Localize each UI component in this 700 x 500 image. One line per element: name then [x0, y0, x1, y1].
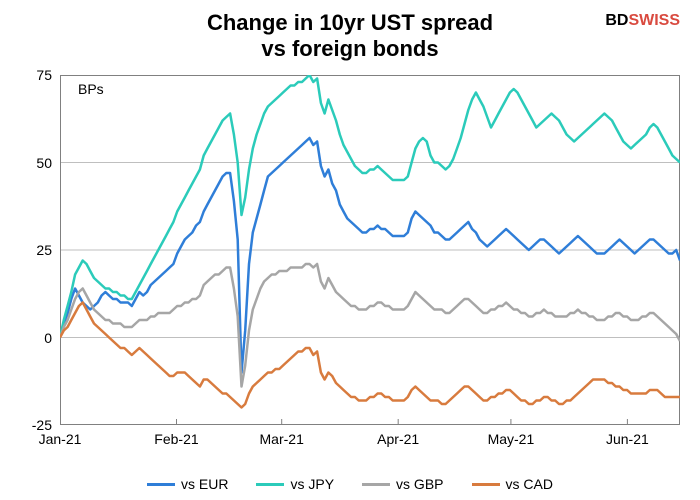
logo: BDSWISS — [605, 12, 680, 30]
legend-item-gbp: vs GBP — [362, 476, 443, 492]
xtick-label: Mar-21 — [260, 431, 304, 447]
chart-container: Change in 10yr UST spread vs foreign bon… — [0, 0, 700, 500]
logo-swiss: SWISS — [628, 12, 680, 29]
ytick-label: 50 — [12, 155, 52, 171]
legend-label: vs CAD — [506, 476, 553, 492]
xtick-label: May-21 — [488, 431, 535, 447]
chart-title: Change in 10yr UST spread vs foreign bon… — [0, 10, 700, 62]
y-axis-label: BPs — [78, 81, 104, 97]
legend-swatch — [147, 483, 175, 486]
xtick-label: Jan-21 — [39, 431, 82, 447]
legend-label: vs GBP — [396, 476, 443, 492]
logo-bd: BD — [605, 12, 628, 29]
ytick-label: 25 — [12, 242, 52, 258]
legend-swatch — [256, 483, 284, 486]
xtick-label: Apr-21 — [377, 431, 419, 447]
legend-swatch — [472, 483, 500, 486]
legend-label: vs EUR — [181, 476, 228, 492]
legend-item-jpy: vs JPY — [256, 476, 334, 492]
title-line-2: vs foreign bonds — [0, 36, 700, 62]
legend: vs EUR vs JPY vs GBP vs CAD — [0, 476, 700, 492]
xtick-label: Jun-21 — [606, 431, 649, 447]
xtick-label: Feb-21 — [154, 431, 198, 447]
legend-label: vs JPY — [290, 476, 334, 492]
series-jpy — [60, 75, 680, 338]
plot-area — [60, 75, 680, 425]
ytick-label: 75 — [12, 67, 52, 83]
ytick-label: 0 — [12, 330, 52, 346]
legend-swatch — [362, 483, 390, 486]
legend-item-cad: vs CAD — [472, 476, 553, 492]
legend-item-eur: vs EUR — [147, 476, 228, 492]
title-line-1: Change in 10yr UST spread — [0, 10, 700, 36]
series-cad — [60, 303, 680, 408]
